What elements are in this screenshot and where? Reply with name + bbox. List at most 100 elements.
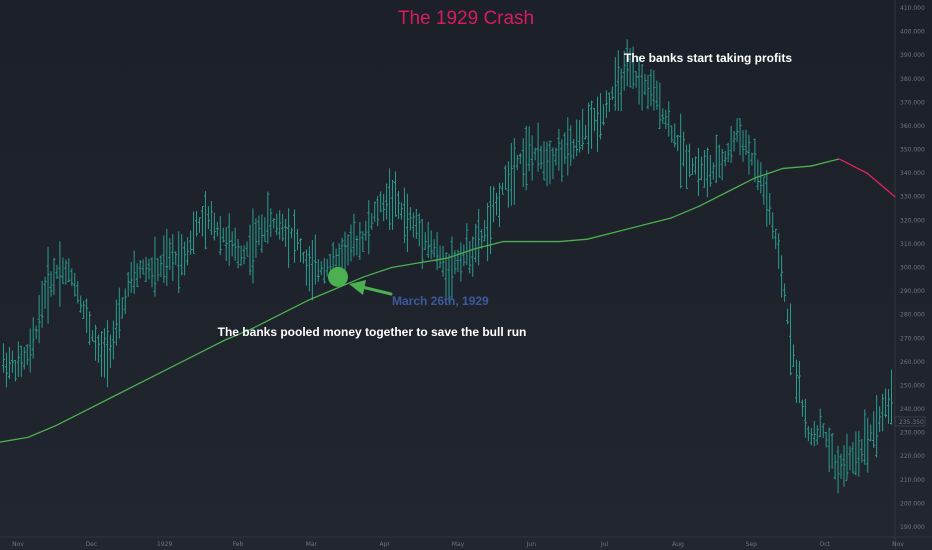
moving-average-segment: [251, 314, 281, 330]
price-bar: [890, 369, 894, 425]
price-bar: [667, 101, 671, 137]
price-bar: [195, 211, 199, 237]
price-bar: [391, 180, 395, 230]
price-bar: [322, 258, 326, 284]
price-bar: [70, 268, 74, 287]
y-tick-label: 310.000: [900, 241, 925, 248]
y-tick-label: 200.000: [900, 500, 925, 507]
moving-average-segment: [111, 382, 141, 398]
x-tick-label: Apr: [379, 541, 390, 548]
y-tick-label: 350.000: [900, 147, 925, 154]
price-bar: [25, 344, 29, 365]
price-bar: [55, 264, 59, 279]
price-bar: [43, 276, 47, 309]
price-bar: [590, 100, 594, 149]
price-bar: [797, 360, 801, 403]
price-bar: [144, 256, 148, 283]
price-bar: [453, 250, 457, 275]
price-bar: [382, 194, 386, 222]
moving-average-segment: [586, 231, 616, 240]
price-bar: [848, 446, 852, 471]
price-bar: [557, 129, 561, 171]
price-bar: [750, 152, 754, 166]
price-bar: [183, 241, 187, 276]
price-bar: [379, 191, 383, 213]
price-bar: [584, 124, 588, 140]
moving-average-segment: [27, 424, 57, 439]
y-tick-label: 260.000: [900, 359, 925, 366]
price-bar: [625, 39, 629, 87]
y-tick-label: 220.000: [900, 453, 925, 460]
price-bar: [593, 107, 597, 132]
y-tick-label: 330.000: [900, 194, 925, 201]
price-bar: [474, 223, 478, 263]
price-bar: [269, 208, 273, 238]
price-bar: [765, 170, 769, 227]
price-bar: [483, 220, 487, 242]
price-bar: [512, 138, 516, 206]
price-bar: [230, 231, 234, 257]
price-bar: [634, 71, 638, 88]
price-bar: [794, 359, 798, 403]
price-bar: [818, 408, 822, 438]
price-bar: [355, 235, 359, 256]
price-bar: [37, 294, 41, 344]
moving-average-segment: [698, 191, 728, 207]
moving-average-segment: [782, 165, 812, 170]
price-bar: [111, 320, 115, 360]
y-tick-label: 300.000: [900, 265, 925, 272]
price-bar: [610, 86, 614, 100]
price-bar: [414, 208, 418, 239]
price-bar: [729, 125, 733, 163]
price-bar: [209, 200, 213, 236]
y-tick-label: 380.000: [900, 76, 925, 83]
price-bar: [444, 252, 448, 304]
price-bar: [560, 139, 564, 182]
price-bar: [786, 308, 790, 325]
price-bar: [304, 249, 308, 286]
price-bar: [370, 213, 374, 230]
price-bar: [447, 254, 451, 303]
price-bar: [682, 131, 686, 167]
price-bar: [613, 57, 617, 111]
price-bar: [711, 162, 715, 180]
price-bar: [777, 233, 781, 269]
y-tick-label: 230.000: [900, 430, 925, 437]
price-bar: [492, 186, 496, 223]
price-bar: [503, 165, 507, 190]
price-bar: [515, 154, 519, 170]
y-tick-label: 320.000: [900, 217, 925, 224]
price-bar: [708, 154, 712, 187]
price-bar: [114, 299, 118, 346]
price-bar: [245, 241, 249, 257]
moving-average-segment: [726, 177, 756, 193]
moving-average-segment: [474, 240, 505, 250]
price-bar: [79, 295, 83, 313]
price-bar: [203, 191, 207, 250]
price-bar: [628, 48, 632, 88]
price-bar: [301, 251, 305, 264]
price-bar: [468, 240, 472, 274]
price-bar: [857, 430, 861, 477]
price-bar: [58, 241, 62, 307]
price-bar: [192, 211, 196, 255]
x-tick-label: Jun: [526, 541, 537, 548]
price-bar: [358, 222, 362, 260]
y-tick-label: 340.000: [900, 170, 925, 177]
price-bar: [94, 324, 98, 361]
price-bar: [652, 70, 656, 111]
y-tick-label: 190.000: [900, 524, 925, 531]
price-bar: [40, 280, 44, 328]
price-bar: [293, 209, 297, 263]
price-bar: [346, 234, 350, 266]
price-bar: [88, 311, 92, 345]
price-bar: [16, 341, 20, 377]
price-bar: [812, 420, 816, 447]
price-bar: [260, 214, 264, 253]
price-bar: [676, 135, 680, 152]
price-bar: [349, 224, 353, 262]
price-bar: [530, 135, 534, 181]
price-bar: [411, 212, 415, 238]
moving-average-segment: [754, 167, 784, 179]
price-bar: [85, 298, 89, 334]
